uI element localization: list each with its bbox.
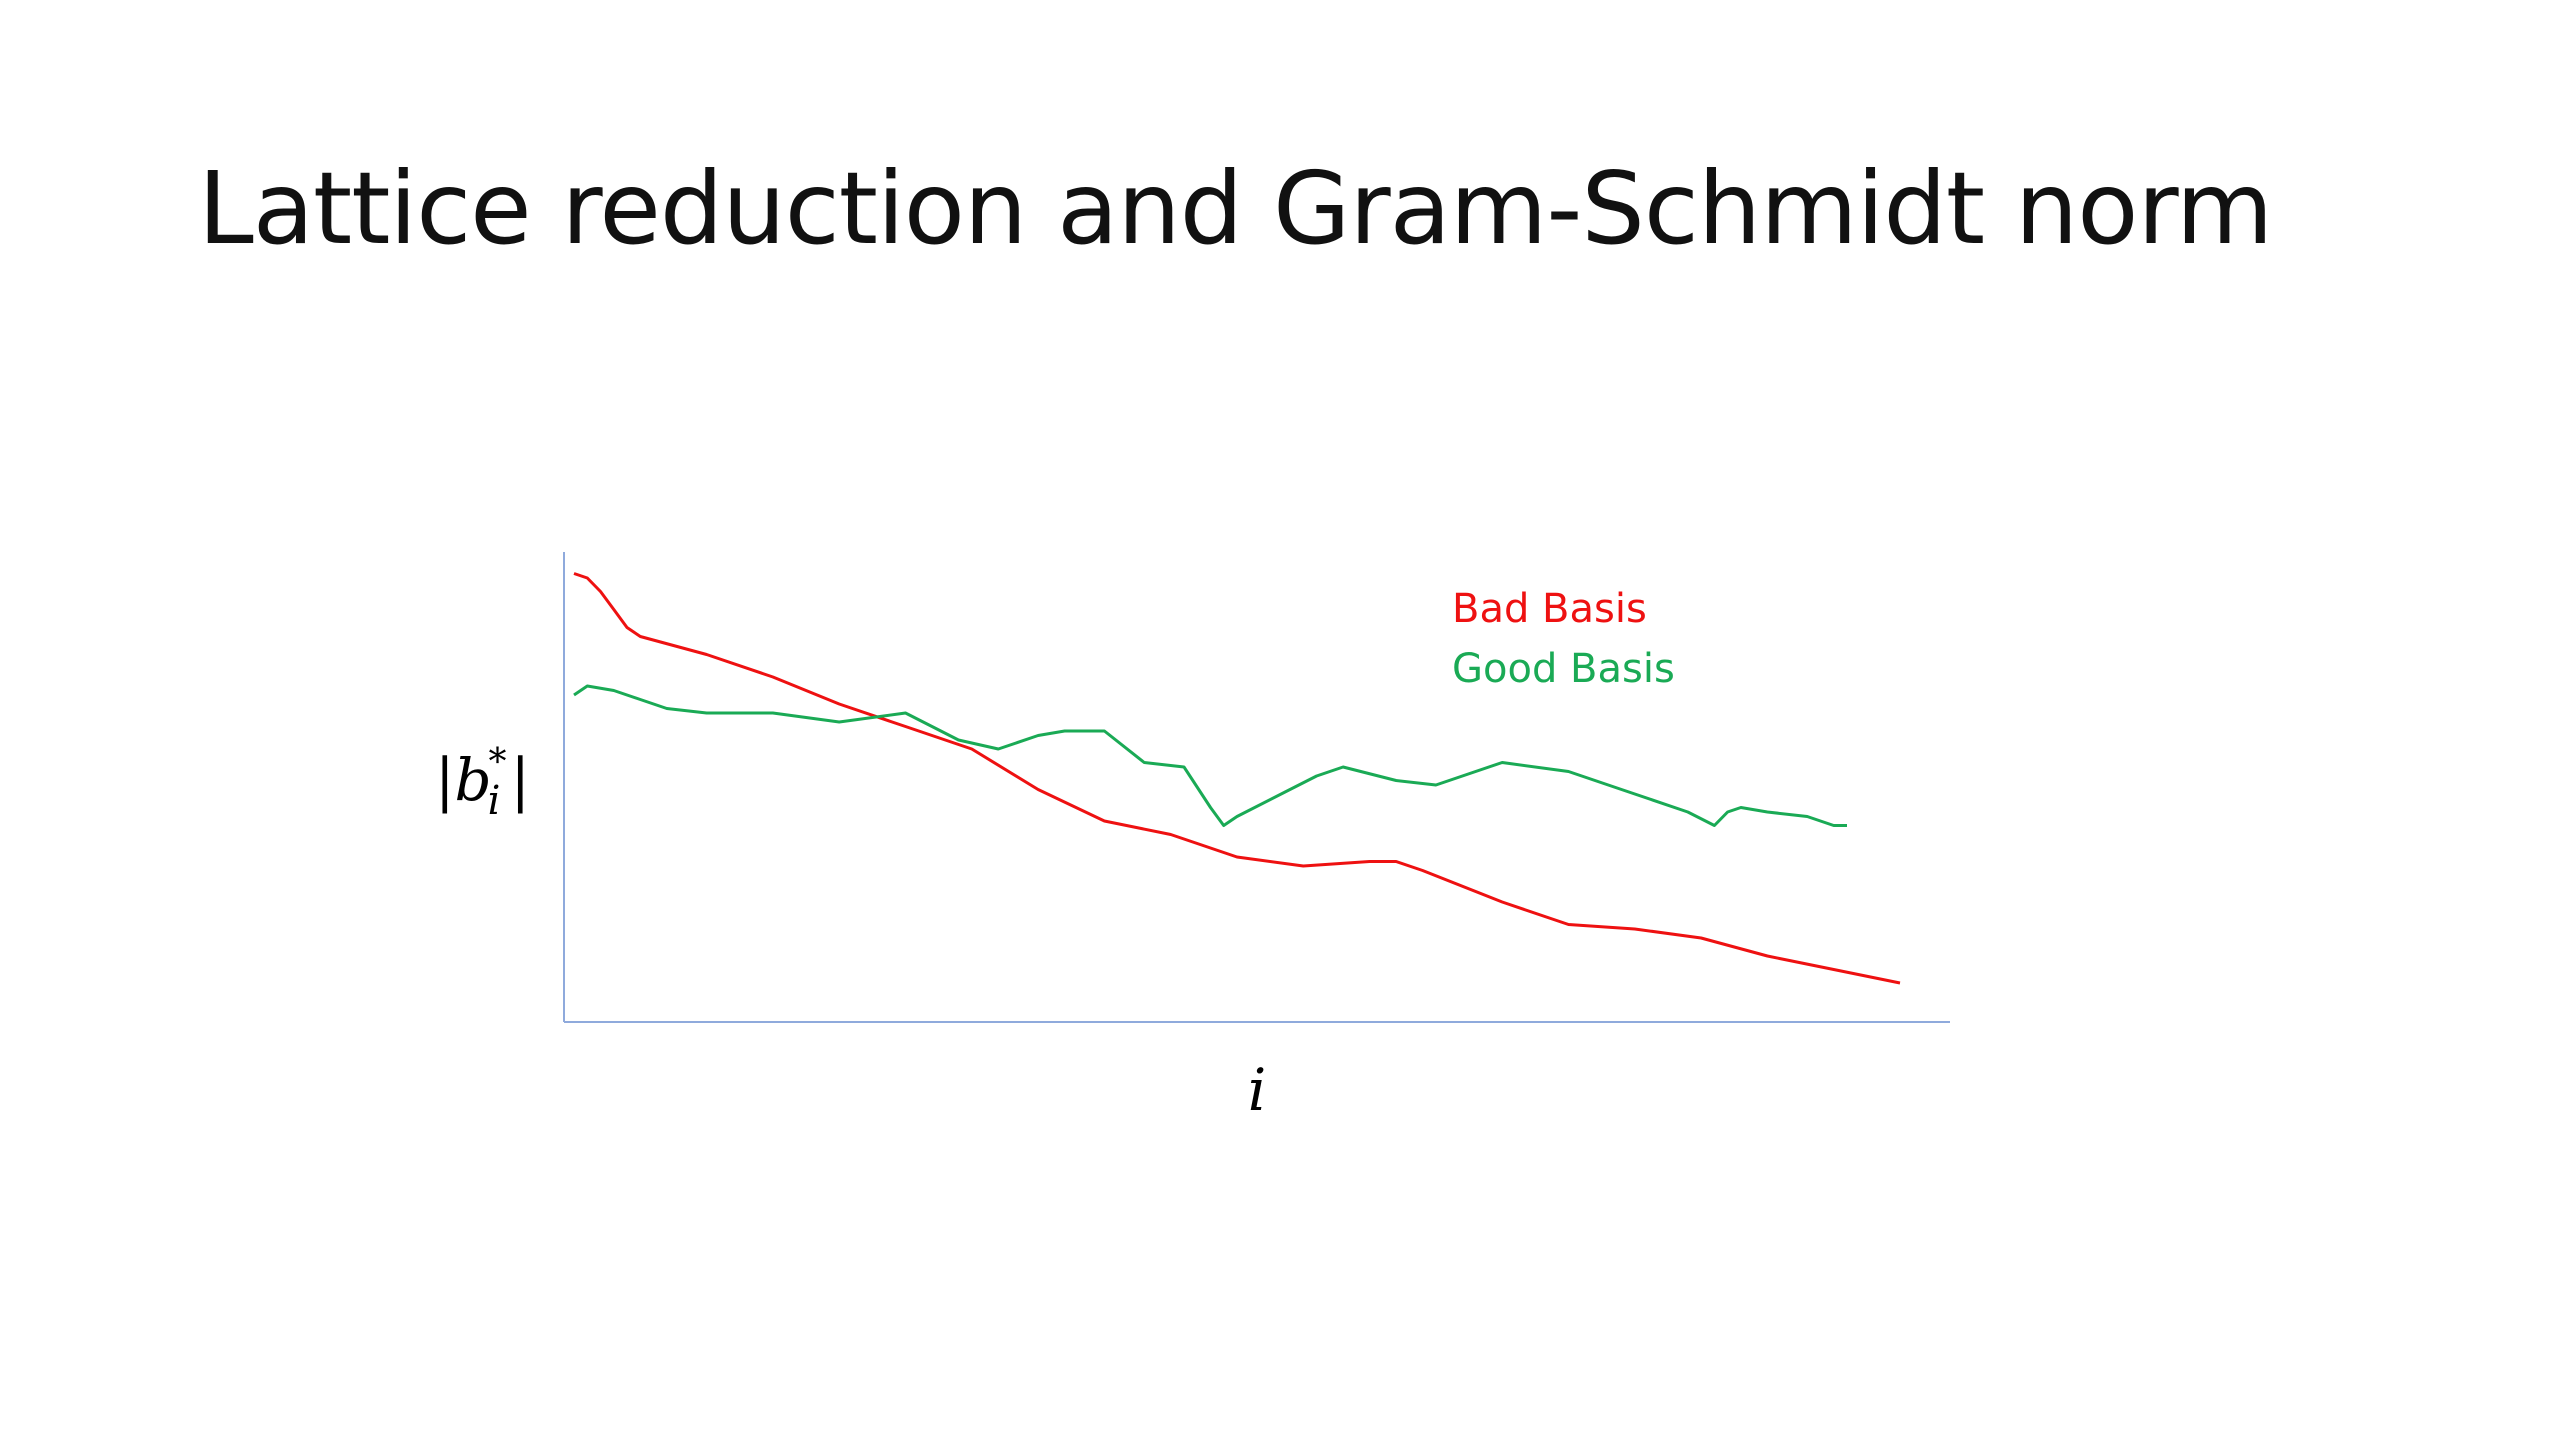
- legend-entry-bad-basis: Bad Basis: [1452, 586, 1647, 632]
- x-axis-label: i: [1248, 1056, 1267, 1124]
- series-layer: [573, 572, 1901, 985]
- series-line-good-basis: [573, 684, 1847, 827]
- series-line-bad-basis: [573, 572, 1901, 985]
- slide-title: Lattice reduction and Gram-Schmidt norm: [198, 150, 2273, 267]
- legend: Bad Basis Good Basis: [1452, 586, 1675, 692]
- y-axis-label: |bi*|: [435, 742, 530, 824]
- y-axis-label-open: |b: [435, 746, 492, 814]
- y-axis-label-close: |: [510, 746, 530, 814]
- legend-entry-good-basis: Good Basis: [1452, 646, 1675, 692]
- y-axis-label-sup: *: [488, 742, 506, 783]
- y-axis-label-sub: i: [488, 778, 501, 824]
